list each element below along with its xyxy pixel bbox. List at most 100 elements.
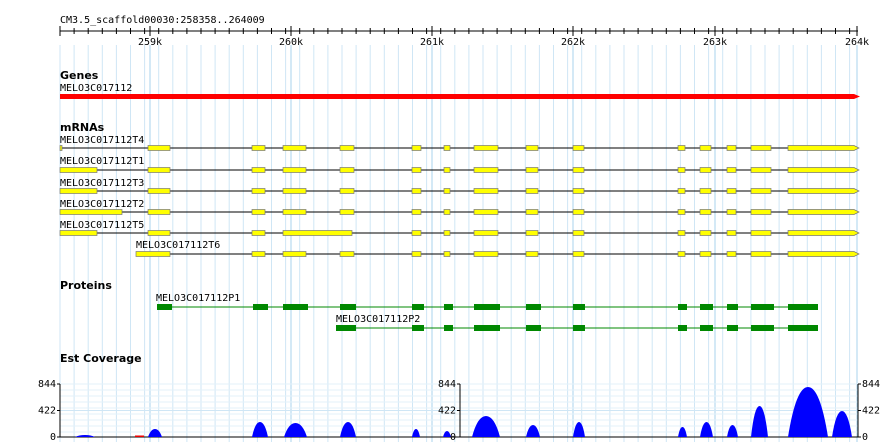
protein-block bbox=[678, 325, 687, 331]
exon bbox=[147, 230, 171, 236]
ruler-label: 262k bbox=[561, 37, 585, 48]
exon bbox=[473, 209, 499, 215]
exon bbox=[443, 167, 451, 173]
coverage-peak bbox=[727, 425, 738, 437]
track-label: Genes bbox=[60, 69, 99, 82]
feature-label: MELO3C017112T4 bbox=[60, 135, 144, 146]
exon bbox=[525, 167, 539, 173]
feature-label: MELO3C017112P2 bbox=[336, 314, 420, 325]
exon bbox=[699, 230, 712, 236]
coverage-peak bbox=[148, 429, 162, 437]
exon bbox=[251, 209, 266, 215]
coverage-peak bbox=[135, 435, 144, 437]
protein-block bbox=[751, 304, 774, 310]
exon bbox=[473, 230, 499, 236]
exon bbox=[572, 188, 585, 194]
protein-block bbox=[700, 304, 713, 310]
exon bbox=[411, 230, 422, 236]
coverage-peak bbox=[788, 387, 828, 437]
exon bbox=[443, 145, 451, 151]
exon bbox=[699, 167, 712, 173]
exon bbox=[699, 188, 712, 194]
exon bbox=[525, 230, 539, 236]
exon bbox=[473, 167, 499, 173]
mrna[interactable] bbox=[59, 188, 860, 194]
coverage-axis-label: 422 bbox=[862, 406, 880, 417]
exon bbox=[443, 209, 451, 215]
protein-block bbox=[678, 304, 687, 310]
exon bbox=[59, 230, 98, 236]
exon bbox=[251, 251, 266, 257]
feature-label: MELO3C017112T1 bbox=[60, 156, 144, 167]
exon bbox=[677, 230, 686, 236]
exon bbox=[147, 167, 171, 173]
exon bbox=[339, 145, 355, 151]
exon bbox=[282, 209, 307, 215]
mrna[interactable] bbox=[59, 230, 860, 236]
protein-block bbox=[474, 325, 500, 331]
mrna[interactable] bbox=[135, 251, 860, 257]
protein-block bbox=[526, 304, 541, 310]
feature-label: MELO3C017112T5 bbox=[60, 220, 144, 231]
exon bbox=[473, 188, 499, 194]
coverage-axis-label: 422 bbox=[38, 406, 56, 417]
feature-label: MELO3C017112T6 bbox=[136, 240, 220, 251]
ruler-label: 264k bbox=[845, 37, 869, 48]
exon bbox=[726, 145, 737, 151]
exon bbox=[699, 251, 712, 257]
gene-bar[interactable] bbox=[60, 94, 860, 99]
exon bbox=[750, 188, 772, 194]
exon bbox=[411, 167, 422, 173]
track-label: Est Coverage bbox=[60, 352, 142, 365]
mrna[interactable] bbox=[59, 209, 860, 215]
feature-label: MELO3C017112 bbox=[60, 83, 132, 94]
protein-block bbox=[412, 325, 424, 331]
protein-block bbox=[336, 325, 356, 331]
coverage-peak bbox=[412, 429, 420, 437]
protein-block bbox=[253, 304, 268, 310]
exon bbox=[677, 251, 686, 257]
protein-block bbox=[340, 304, 356, 310]
protein-block bbox=[444, 325, 453, 331]
coverage-axis-label: 844 bbox=[438, 379, 456, 390]
protein-block bbox=[573, 325, 585, 331]
exon bbox=[572, 167, 585, 173]
protein-block bbox=[700, 325, 713, 331]
exon bbox=[59, 209, 123, 215]
exon bbox=[339, 188, 355, 194]
protein-block bbox=[788, 304, 818, 310]
track-label: mRNAs bbox=[60, 121, 105, 134]
exon bbox=[750, 145, 772, 151]
coverage-axis-label: 844 bbox=[38, 379, 56, 390]
exon bbox=[339, 209, 355, 215]
exon bbox=[59, 145, 63, 151]
protein-block bbox=[727, 304, 738, 310]
exon bbox=[282, 230, 353, 236]
exon bbox=[411, 145, 422, 151]
exon bbox=[411, 251, 422, 257]
coverage-peak bbox=[832, 411, 852, 437]
mrna[interactable] bbox=[59, 167, 860, 173]
ruler-label: 261k bbox=[420, 37, 444, 48]
coverage-peak bbox=[340, 422, 356, 437]
mrna[interactable] bbox=[59, 145, 860, 151]
coverage-axis-label: 0 bbox=[450, 432, 456, 442]
coverage-axis-label: 0 bbox=[50, 432, 56, 442]
exon bbox=[443, 230, 451, 236]
coverage-peak bbox=[751, 406, 768, 437]
exon bbox=[282, 188, 307, 194]
exon bbox=[750, 251, 772, 257]
exon bbox=[677, 188, 686, 194]
exon bbox=[699, 145, 712, 151]
feature-label: MELO3C017112T2 bbox=[60, 199, 144, 210]
exon bbox=[473, 251, 499, 257]
exon bbox=[572, 145, 585, 151]
exon bbox=[59, 167, 98, 173]
protein[interactable] bbox=[336, 325, 818, 331]
feature-label: MELO3C017112T3 bbox=[60, 178, 144, 189]
exon bbox=[411, 209, 422, 215]
protein-block bbox=[283, 304, 308, 310]
protein[interactable] bbox=[157, 304, 818, 310]
exon bbox=[525, 145, 539, 151]
exon bbox=[750, 167, 772, 173]
